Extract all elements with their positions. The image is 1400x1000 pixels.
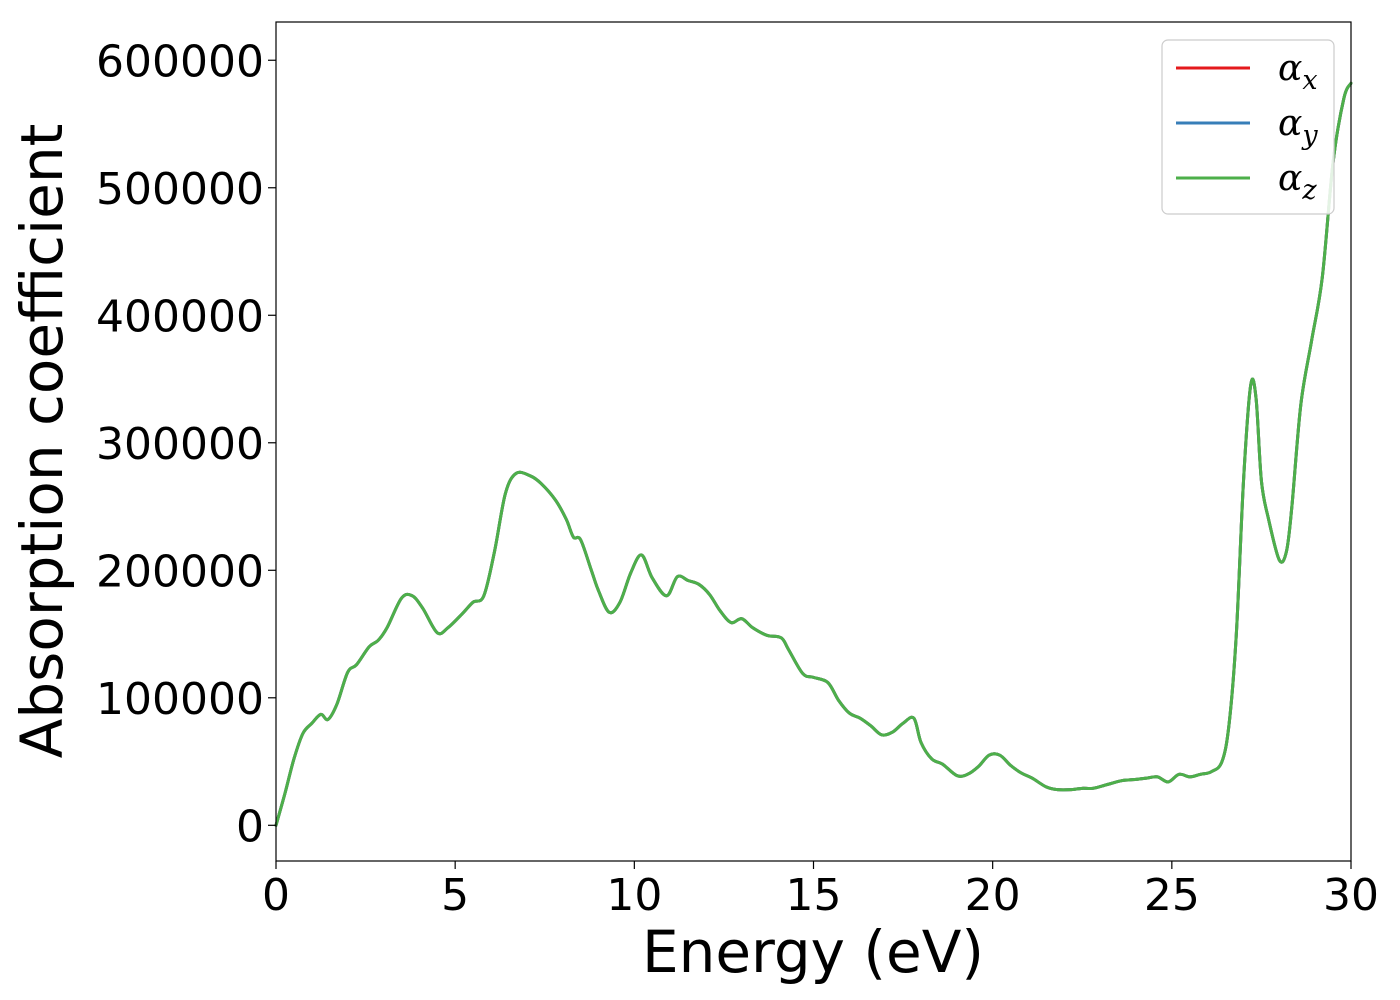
legend-label-base: α — [1278, 48, 1302, 89]
legend-label-base: α — [1278, 158, 1302, 199]
y-tick-label: 200000 — [96, 546, 264, 597]
x-tick-label: 5 — [441, 870, 469, 921]
legend-label-subscript: z — [1301, 175, 1317, 206]
legend-label-z: αz — [1278, 158, 1317, 206]
legend-label-subscript: y — [1301, 120, 1318, 151]
legend-box — [1161, 39, 1335, 215]
x-tick-label: 20 — [965, 870, 1021, 921]
y-tick-label: 400000 — [96, 291, 264, 342]
x-axis-title: Energy (eV) — [642, 918, 984, 986]
x-tick-label: 25 — [1144, 870, 1200, 921]
y-tick-label: 600000 — [96, 36, 264, 87]
x-tick-label: 0 — [262, 870, 290, 921]
x-tick-label: 10 — [606, 870, 662, 921]
legend-label-subscript: x — [1302, 65, 1317, 96]
legend-label-y: αy — [1278, 103, 1318, 151]
y-tick-label: 100000 — [96, 674, 264, 725]
x-tick-label: 15 — [786, 870, 842, 921]
y-tick-label: 0 — [236, 801, 264, 852]
x-tick-label: 30 — [1323, 870, 1379, 921]
legend-label-x: αx — [1278, 48, 1318, 96]
y-axis: 0 100000 200000 300000 400000 500000 600000 — [96, 36, 276, 852]
legend-label-base: α — [1278, 103, 1302, 144]
y-axis-title: Absorption coefficient — [8, 124, 76, 759]
series-group — [274, 81, 1353, 827]
x-axis: 0 5 10 15 20 25 30 — [262, 861, 1379, 921]
y-tick-label: 300000 — [96, 419, 264, 470]
y-tick-label: 500000 — [96, 164, 264, 215]
series-line-z — [274, 81, 1353, 827]
